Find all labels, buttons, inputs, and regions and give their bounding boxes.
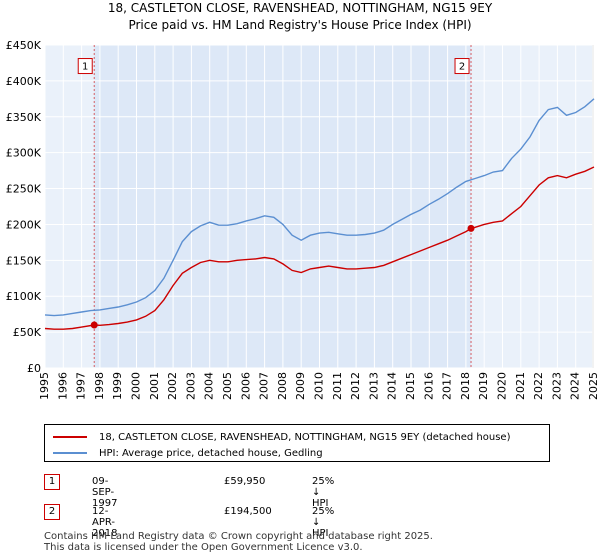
legend-item-property: 18, CASTLETON CLOSE, RAVENSHEAD, NOTTING… bbox=[53, 430, 511, 444]
y-tick-label: £300K bbox=[6, 147, 42, 160]
x-tick-label: 1998 bbox=[93, 372, 106, 400]
sale-number-badge: 1 bbox=[44, 474, 60, 490]
sale-hpi-diff: 25% ↓ HPI bbox=[312, 506, 335, 539]
legend-item-hpi: HPI: Average price, detached house, Gedl… bbox=[53, 446, 323, 460]
x-tick-label: 1997 bbox=[75, 372, 88, 400]
x-tick-label: 2006 bbox=[239, 372, 252, 400]
x-tick-label: 2010 bbox=[313, 372, 326, 400]
x-tick-label: 2018 bbox=[459, 372, 472, 400]
x-tick-label: 2009 bbox=[294, 372, 307, 400]
y-tick-label: £200K bbox=[6, 218, 42, 231]
x-tick-label: 2012 bbox=[349, 372, 362, 400]
y-tick-label: £0 bbox=[27, 362, 41, 375]
sale-price: £59,950 bbox=[224, 476, 266, 487]
y-tick-label: £250K bbox=[6, 183, 42, 196]
x-tick-label: 2001 bbox=[148, 372, 161, 400]
sale-label: 1 bbox=[82, 62, 88, 73]
x-tick-label: 2017 bbox=[441, 372, 454, 400]
x-tick-label: 2008 bbox=[276, 372, 289, 400]
chart-title: 18, CASTLETON CLOSE, RAVENSHEAD, NOTTING… bbox=[107, 1, 493, 15]
x-tick-label: 2013 bbox=[367, 372, 380, 400]
footer-licence: This data is licensed under the Open Gov… bbox=[44, 542, 363, 553]
series-line-hpi bbox=[44, 98, 595, 317]
y-tick-label: £350K bbox=[6, 111, 42, 124]
x-tick-label: 2004 bbox=[203, 372, 216, 400]
x-tick-label: 2024 bbox=[569, 372, 582, 400]
price-chart: 1 2 £0 £50K £100K £150K £200K £250K £300K £350K £4… bbox=[6, 39, 600, 400]
footer: Contains HM Land Registry data © Crown c… bbox=[44, 531, 433, 553]
x-tick-label: 2005 bbox=[221, 372, 234, 400]
y-tick-label: £450K bbox=[6, 39, 42, 52]
x-tick-label: 1999 bbox=[111, 372, 124, 400]
y-tick-label: £100K bbox=[6, 290, 42, 303]
sale-point bbox=[467, 224, 475, 232]
sale-hpi-diff: 25% ↓ HPI bbox=[312, 476, 335, 509]
sale-label: 2 bbox=[459, 62, 465, 73]
sale-price: £194,500 bbox=[224, 506, 272, 517]
chart-title-block: 18, CASTLETON CLOSE, RAVENSHEAD, NOTTING… bbox=[0, 0, 600, 34]
x-tick-label: 2019 bbox=[477, 372, 490, 400]
x-tick-label: 1996 bbox=[56, 372, 69, 400]
x-tick-label: 2025 bbox=[587, 372, 600, 400]
y-tick-label: £400K bbox=[6, 75, 42, 88]
sale-number-badge: 2 bbox=[44, 504, 60, 520]
x-tick-label: 2022 bbox=[532, 372, 545, 400]
x-tick-label: 2014 bbox=[386, 372, 399, 400]
sale-date: 12-APR-2018 bbox=[92, 506, 118, 539]
x-tick-label: 2015 bbox=[404, 372, 417, 400]
series-line-property bbox=[44, 166, 595, 330]
x-tick-label: 2023 bbox=[550, 372, 563, 400]
legend-swatch-hpi bbox=[53, 452, 87, 454]
x-tick-label: 2020 bbox=[496, 372, 509, 400]
legend-swatch-property bbox=[53, 436, 87, 438]
chart-subtitle: Price paid vs. HM Land Registry's House … bbox=[128, 18, 472, 32]
sale-label-box bbox=[454, 58, 470, 75]
x-tick-label: 2021 bbox=[514, 372, 527, 400]
legend-label-property: 18, CASTLETON CLOSE, RAVENSHEAD, NOTTING… bbox=[99, 431, 511, 443]
future-region bbox=[592, 45, 594, 368]
x-tick-label: 2002 bbox=[166, 372, 179, 400]
x-tick-label: 2007 bbox=[258, 372, 271, 400]
y-tick-label: £50K bbox=[13, 326, 42, 339]
x-tick-label: 1995 bbox=[38, 372, 51, 400]
footer-copyright: Contains HM Land Registry data © Crown c… bbox=[44, 531, 433, 542]
x-tick-label: 2000 bbox=[130, 372, 143, 400]
sale-date: 09-SEP-1997 bbox=[92, 476, 118, 509]
sale-label-box bbox=[77, 58, 93, 75]
sale-point bbox=[90, 321, 98, 329]
x-tick-label: 2016 bbox=[422, 372, 435, 400]
x-tick-label: 2003 bbox=[184, 372, 197, 400]
x-tick-label: 2011 bbox=[331, 372, 344, 400]
legend: 18, CASTLETON CLOSE, RAVENSHEAD, NOTTING… bbox=[44, 424, 550, 462]
legend-label-hpi: HPI: Average price, detached house, Gedl… bbox=[99, 447, 323, 459]
y-tick-label: £150K bbox=[6, 254, 42, 267]
